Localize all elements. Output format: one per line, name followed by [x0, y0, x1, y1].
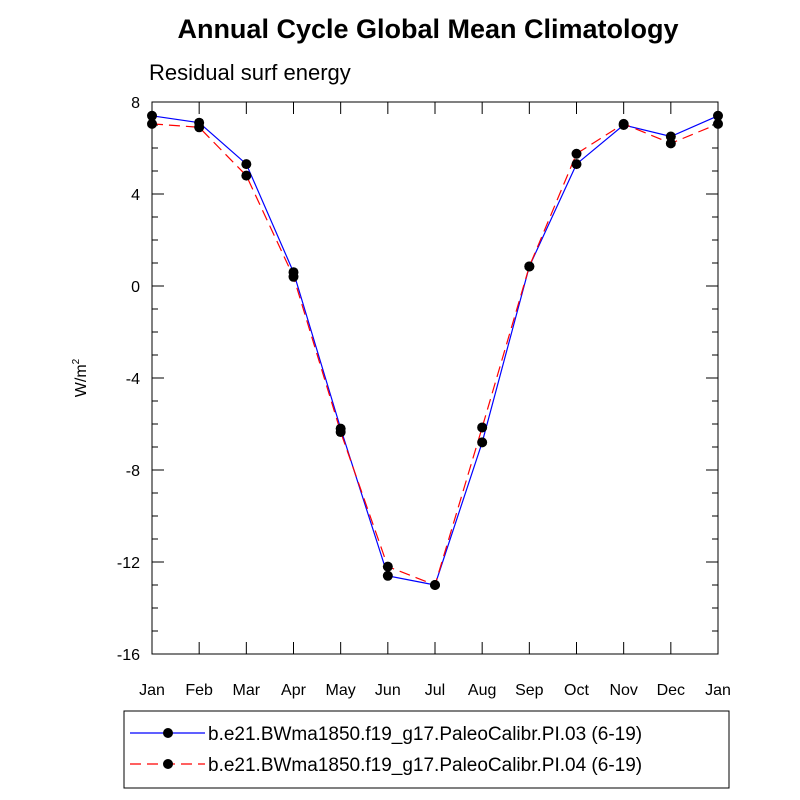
series-1-point: [571, 159, 582, 170]
series-1-point: [665, 131, 676, 142]
series-2-point: [524, 261, 535, 272]
x-tick-label: Sep: [515, 682, 544, 699]
series-line-1: [151, 115, 719, 586]
series-1-point: [382, 570, 393, 581]
legend-box: [123, 710, 730, 789]
y-tick-label: -4: [126, 371, 140, 388]
series-2-point: [241, 170, 252, 181]
ticks: [151, 101, 719, 655]
series-group: [147, 110, 723, 590]
legend-label-1: b.e21.BWma1850.f19_g17.PaleoCalibr.PI.03…: [208, 724, 642, 745]
y-tick-label: -8: [126, 463, 140, 480]
y-tick-labels: 8 4 0 -4 -8 -12 -16: [117, 95, 140, 664]
y-tick-label: -12: [117, 555, 140, 572]
plot-frame: [151, 101, 719, 655]
x-tick-label: Jan: [705, 682, 731, 699]
series-2-point: [382, 561, 393, 572]
series-1-point: [477, 437, 488, 448]
y-tick-label: 0: [131, 279, 140, 296]
x-tick-label: Nov: [609, 682, 637, 699]
x-tick-label: Feb: [185, 682, 213, 699]
series-1-point: [713, 110, 723, 121]
series-1-point: [147, 110, 157, 121]
series-2-point: [713, 118, 723, 129]
series-2-point: [335, 427, 346, 438]
y-tick-label: 4: [131, 187, 140, 204]
legend: b.e21.BWma1850.f19_g17.PaleoCalibr.PI.03…: [123, 710, 730, 789]
series-2-point: [665, 138, 676, 149]
series-2-point: [194, 122, 205, 133]
y-axis-label-superscript: 2: [71, 358, 82, 364]
x-tick-label: Oct: [564, 682, 589, 699]
x-tick-label: Jan: [139, 682, 165, 699]
series-2-point: [618, 118, 629, 129]
x-tick-label: Mar: [233, 682, 261, 699]
legend-marker-2: [163, 759, 173, 769]
series-2-point: [430, 580, 440, 590]
y-tick-label: -16: [117, 647, 140, 664]
chart-title: Annual Cycle Global Mean Climatology: [177, 14, 678, 44]
x-tick-label: Jun: [375, 682, 401, 699]
legend-label-2: b.e21.BWma1850.f19_g17.PaleoCalibr.PI.04…: [208, 755, 642, 776]
series-line-2: [151, 123, 719, 586]
series-2-point: [477, 422, 488, 433]
x-tick-label: Aug: [468, 682, 496, 699]
chart-subtitle: Residual surf energy: [149, 60, 351, 85]
legend-marker-1: [163, 728, 173, 738]
series-2-point: [147, 118, 157, 129]
y-axis-label: W/m2: [71, 358, 90, 397]
series-1-point: [241, 159, 252, 170]
x-tick-label: May: [326, 682, 356, 699]
series-2-point: [571, 148, 582, 159]
y-axis-label-text: W/m: [73, 364, 90, 397]
series-2-point: [288, 271, 299, 282]
x-tick-label: Apr: [281, 682, 307, 699]
y-tick-label: 8: [131, 95, 140, 112]
x-tick-label: Jul: [425, 682, 445, 699]
x-tick-label: Dec: [657, 682, 685, 699]
x-tick-labels: Jan Feb Mar Apr May Jun Jul Aug Sep Oct Nov Dec Jan: [139, 682, 731, 699]
